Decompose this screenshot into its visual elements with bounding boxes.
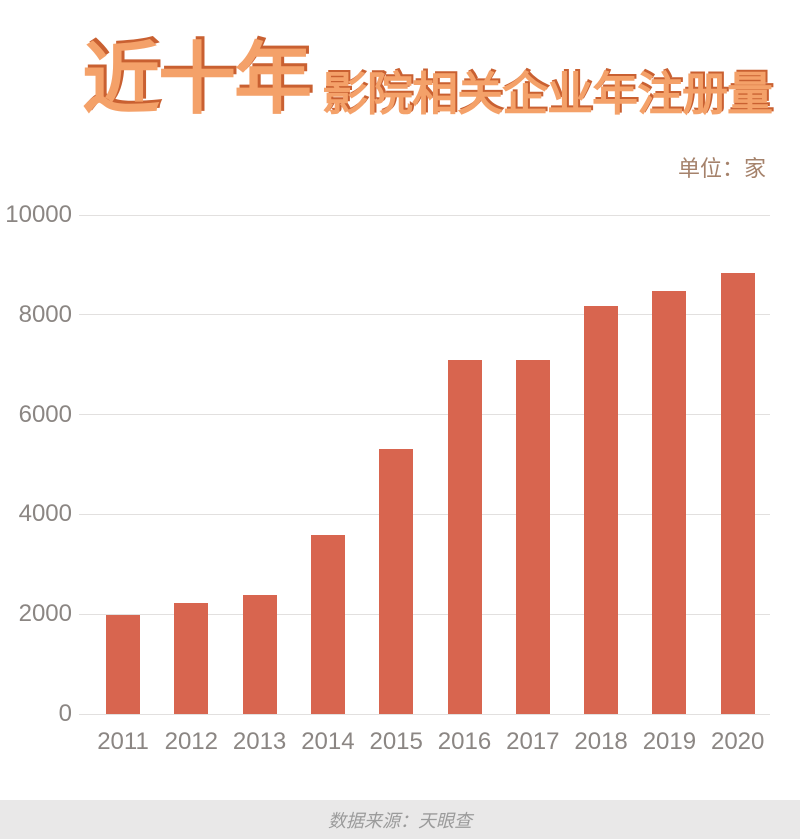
x-tick-label-2015: 2015 <box>369 728 423 755</box>
y-tick-label-10000: 10000 <box>5 201 72 228</box>
gridline-6000 <box>79 414 770 416</box>
y-tick-label-2000: 2000 <box>18 600 72 628</box>
x-tick-label-2012: 2012 <box>164 728 218 755</box>
y-tick-label-0: 0 <box>58 700 72 727</box>
y-tick-label-4000: 4000 <box>18 500 72 528</box>
title-highlight: 近十年 <box>82 35 312 123</box>
source-footer: 数据来源：天眼查 <box>0 800 800 839</box>
source-text: 数据来源：天眼查 <box>328 810 472 831</box>
bar-2012 <box>174 602 209 714</box>
x-tick-label-2011: 2011 <box>97 728 149 755</box>
bar-2019 <box>652 291 687 714</box>
gridline-2000 <box>79 613 770 615</box>
bar-2013 <box>242 594 277 714</box>
x-tick-label-2020: 2020 <box>710 728 765 755</box>
y-tick-label-8000: 8000 <box>18 300 72 328</box>
bar-2014 <box>310 534 345 714</box>
bar-2017 <box>515 360 550 714</box>
gridline-4000 <box>79 513 770 515</box>
title-subtitle: 影院相关企业年注册量 <box>322 67 773 120</box>
x-tick-label-2019: 2019 <box>642 728 697 755</box>
bar-2018 <box>584 305 619 714</box>
x-tick-label-2013: 2013 <box>232 728 287 755</box>
gridline-8000 <box>79 314 770 316</box>
x-axis-labels: 2011 2012 2013 2014 2015 2016 2017 2018 2019 2020 <box>79 728 770 758</box>
y-axis-labels: 0 2000 4000 6000 8000 10000 <box>0 202 72 727</box>
bar-2015 <box>379 448 414 714</box>
y-tick-label-6000: 6000 <box>18 400 72 428</box>
x-tick-label-2017: 2017 <box>506 728 560 755</box>
bar-2020 <box>720 272 755 714</box>
plot-area <box>79 214 770 715</box>
gridline-10000 <box>79 214 770 216</box>
x-tick-label-2018: 2018 <box>574 728 628 755</box>
x-tick-label-2016: 2016 <box>437 728 492 755</box>
x-tick-label-2014: 2014 <box>301 728 355 755</box>
unit-label: 单位：家 <box>677 156 766 181</box>
bar-2011 <box>106 614 140 714</box>
bar-2016 <box>447 360 482 714</box>
page-title: 近十年 影院相关企业年注册量 <box>82 35 773 123</box>
gridline-0 <box>79 713 770 715</box>
